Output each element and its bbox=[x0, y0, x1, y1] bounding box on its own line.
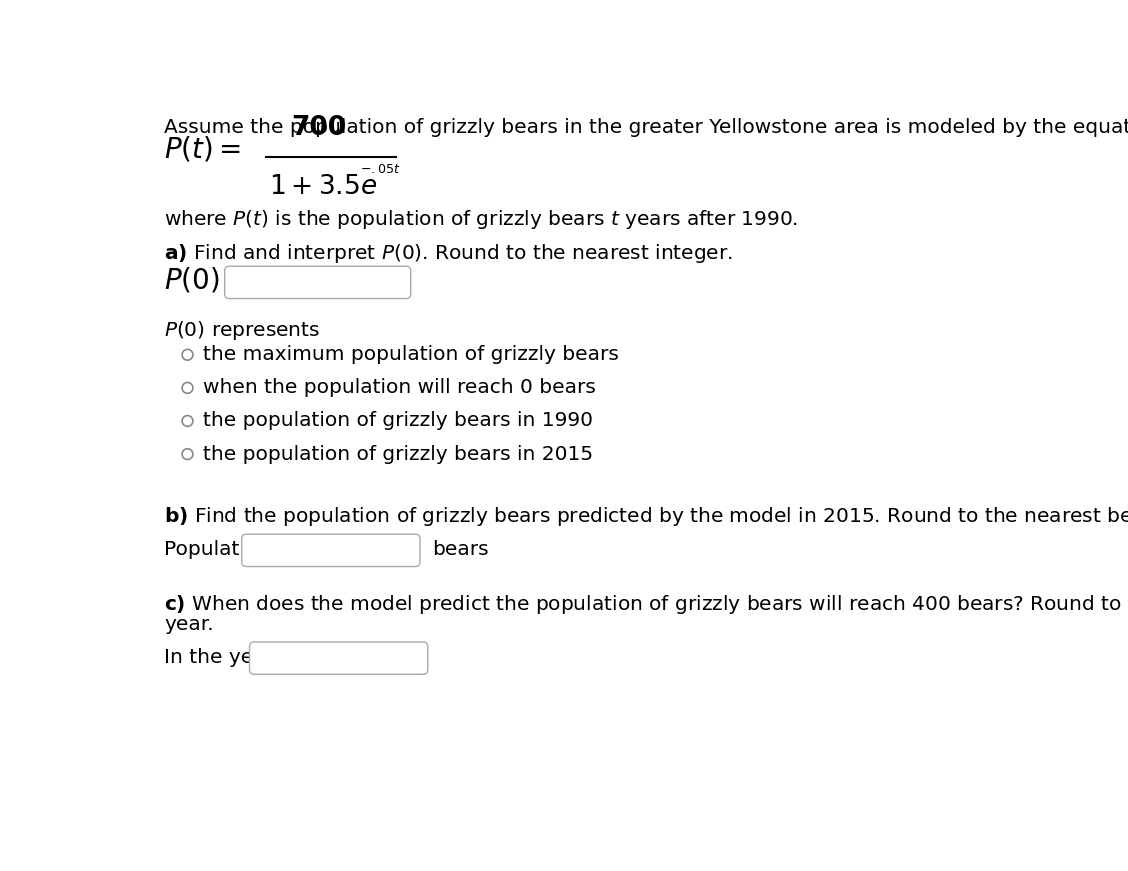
Text: when the population will reach 0 bears: when the population will reach 0 bears bbox=[203, 378, 596, 397]
Text: the population of grizzly bears in 1990: the population of grizzly bears in 1990 bbox=[203, 411, 593, 430]
Text: $P(t)=$: $P(t)=$ bbox=[165, 135, 241, 164]
Text: $P(0)$ represents: $P(0)$ represents bbox=[165, 319, 320, 341]
Text: $1+3.5e$: $1+3.5e$ bbox=[268, 174, 377, 199]
Text: $\bf{a)}$ Find and interpret $P(0)$. Round to the nearest integer.: $\bf{a)}$ Find and interpret $P(0)$. Rou… bbox=[165, 241, 733, 265]
Text: In the year: In the year bbox=[165, 648, 274, 667]
Text: the population of grizzly bears in 2015: the population of grizzly bears in 2015 bbox=[203, 444, 593, 463]
FancyBboxPatch shape bbox=[224, 267, 411, 299]
Text: Population:: Population: bbox=[165, 540, 277, 559]
Text: $\bf{c)}$ When does the model predict the population of grizzly bears will reach: $\bf{c)}$ When does the model predict th… bbox=[165, 593, 1128, 617]
FancyBboxPatch shape bbox=[241, 534, 420, 566]
FancyBboxPatch shape bbox=[249, 642, 428, 674]
Text: Assume the population of grizzly bears in the greater Yellowstone area is modele: Assume the population of grizzly bears i… bbox=[165, 118, 1128, 138]
Text: 700: 700 bbox=[292, 116, 346, 141]
Text: bears: bears bbox=[432, 540, 488, 559]
Text: $\bf{b)}$ Find the population of grizzly bears predicted by the model in 2015. R: $\bf{b)}$ Find the population of grizzly… bbox=[165, 505, 1128, 528]
Text: year.: year. bbox=[165, 615, 214, 634]
Text: where $P(t)$ is the population of grizzly bears $t$ years after 1990.: where $P(t)$ is the population of grizzl… bbox=[165, 208, 799, 232]
Text: $^{-.05t}$: $^{-.05t}$ bbox=[360, 165, 400, 183]
Text: $P(0)=$: $P(0)=$ bbox=[165, 266, 248, 294]
Text: the maximum population of grizzly bears: the maximum population of grizzly bears bbox=[203, 345, 619, 364]
